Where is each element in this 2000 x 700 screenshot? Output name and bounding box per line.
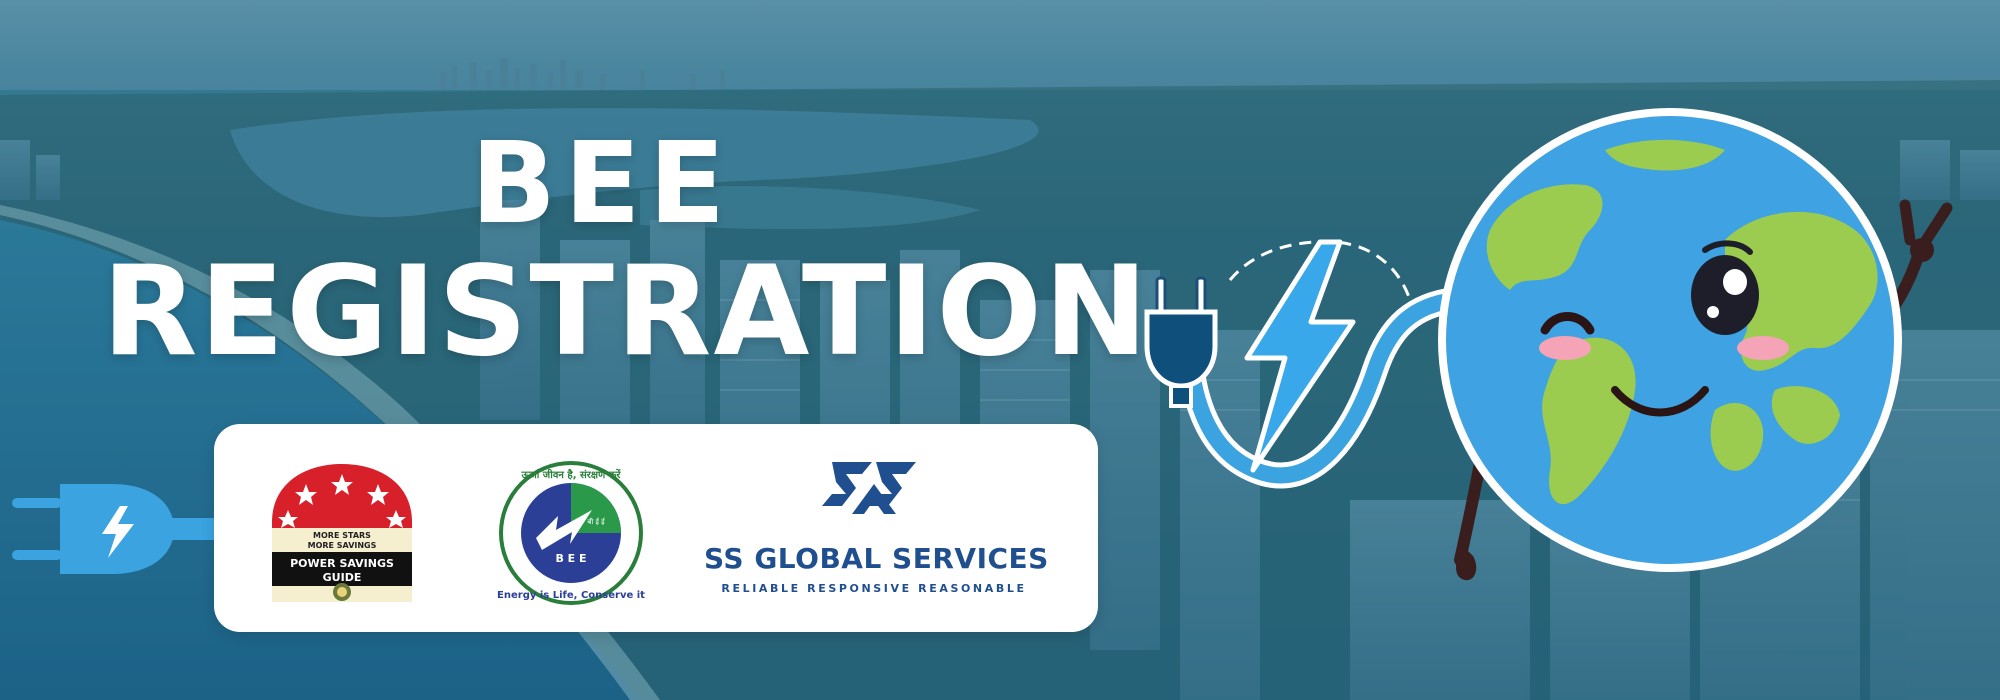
title-line-bee: BEE	[470, 119, 734, 249]
star-icon	[278, 474, 406, 528]
ss-global-services-logo: SS GLOBAL SERVICES RELIABLE RESPONSIVE R…	[704, 454, 1049, 604]
bee-logo-hindi-text: ऊर्जा जीवन है, संरक्षण करें	[520, 468, 621, 481]
stars-logo-line1: MORE STARS	[313, 531, 371, 540]
ss-company-name: SS GLOBAL SERVICES	[704, 542, 1049, 575]
ss-monogram-icon	[822, 462, 916, 514]
stars-logo-line3: POWER SAVINGS	[290, 557, 394, 570]
ss-company-tagline: RELIABLE RESPONSIVE REASONABLE	[721, 582, 1027, 595]
earth-mascot-icon	[1438, 108, 1953, 581]
earth-plug-illustration	[1144, 108, 1953, 581]
bee-logo: B E E बी ई ई ऊर्जा जीवन है, संरक्षण करें…	[497, 461, 645, 605]
bee-logo-english-text: Energy is Life, Conserve it	[497, 590, 645, 601]
star-rating-label-logo: MORE STARS MORE SAVINGS POWER SAVINGS GU…	[272, 464, 412, 602]
logo-card: MORE STARS MORE SAVINGS POWER SAVINGS GU…	[214, 424, 1098, 632]
title-line-registration: REGISTRATION	[102, 240, 1150, 384]
lightning-bolt-icon	[1244, 239, 1356, 473]
stars-logo-line4: GUIDE	[323, 571, 362, 584]
bee-logo-small-text: बी ई ई	[587, 517, 605, 526]
plug-icon	[1144, 276, 1218, 408]
bee-logo-letters: B E E	[555, 552, 586, 565]
plug-icon	[12, 484, 226, 574]
stars-logo-line2: MORE SAVINGS	[308, 541, 377, 550]
